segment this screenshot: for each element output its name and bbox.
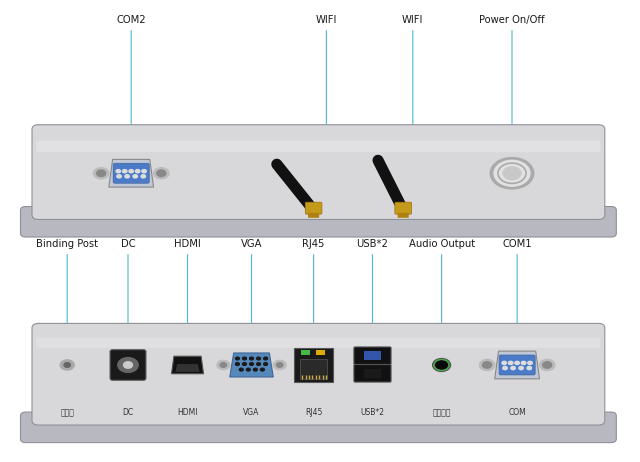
FancyBboxPatch shape xyxy=(36,338,600,348)
Circle shape xyxy=(519,366,524,370)
Circle shape xyxy=(250,363,253,365)
Text: VGA: VGA xyxy=(241,239,262,249)
Bar xyxy=(294,348,333,382)
Circle shape xyxy=(490,158,534,189)
Circle shape xyxy=(257,357,260,360)
Circle shape xyxy=(60,360,74,370)
Text: 接地柱: 接地柱 xyxy=(60,408,74,417)
Circle shape xyxy=(436,361,447,369)
FancyBboxPatch shape xyxy=(32,323,605,425)
FancyBboxPatch shape xyxy=(354,365,391,382)
Circle shape xyxy=(118,358,138,372)
Circle shape xyxy=(125,175,129,178)
FancyBboxPatch shape xyxy=(32,125,605,219)
Circle shape xyxy=(253,368,257,371)
Circle shape xyxy=(64,363,70,367)
Circle shape xyxy=(243,363,246,365)
Circle shape xyxy=(276,363,283,367)
Circle shape xyxy=(142,170,147,173)
Circle shape xyxy=(503,167,521,180)
Bar xyxy=(301,350,310,355)
Bar xyxy=(316,350,325,355)
Circle shape xyxy=(220,363,227,367)
FancyBboxPatch shape xyxy=(20,412,616,443)
FancyBboxPatch shape xyxy=(354,347,391,365)
Circle shape xyxy=(246,368,250,371)
Circle shape xyxy=(433,359,451,371)
Text: USB*2: USB*2 xyxy=(356,239,388,249)
Text: HDMI: HDMI xyxy=(177,408,198,417)
Circle shape xyxy=(260,368,264,371)
Text: RJ45: RJ45 xyxy=(305,408,323,417)
FancyBboxPatch shape xyxy=(20,207,616,237)
Bar xyxy=(300,359,327,379)
Circle shape xyxy=(154,168,169,179)
Polygon shape xyxy=(230,353,273,377)
FancyBboxPatch shape xyxy=(395,202,412,214)
Circle shape xyxy=(527,366,531,370)
Circle shape xyxy=(236,357,239,360)
Circle shape xyxy=(122,170,127,173)
Circle shape xyxy=(502,361,506,365)
Text: COM2: COM2 xyxy=(116,15,146,25)
Circle shape xyxy=(503,366,508,370)
Polygon shape xyxy=(175,364,200,372)
Circle shape xyxy=(116,170,120,173)
Text: DC: DC xyxy=(121,239,135,249)
FancyBboxPatch shape xyxy=(113,163,149,183)
Circle shape xyxy=(543,362,552,368)
Circle shape xyxy=(117,175,122,178)
Circle shape xyxy=(243,357,246,360)
FancyBboxPatch shape xyxy=(308,213,319,218)
Text: COM1: COM1 xyxy=(502,239,532,249)
Circle shape xyxy=(124,362,132,368)
Circle shape xyxy=(136,170,140,173)
FancyBboxPatch shape xyxy=(305,202,322,214)
Circle shape xyxy=(508,361,513,365)
Bar xyxy=(364,351,381,360)
FancyBboxPatch shape xyxy=(397,213,409,218)
Circle shape xyxy=(273,360,286,370)
Circle shape xyxy=(494,160,530,186)
Circle shape xyxy=(528,361,532,365)
Circle shape xyxy=(236,363,239,365)
Circle shape xyxy=(264,357,268,360)
Circle shape xyxy=(483,362,492,368)
Circle shape xyxy=(257,363,260,365)
Text: Audio Output: Audio Output xyxy=(408,239,475,249)
FancyBboxPatch shape xyxy=(110,350,146,380)
Circle shape xyxy=(250,357,253,360)
Text: WIFI: WIFI xyxy=(402,15,424,25)
Text: RJ45: RJ45 xyxy=(303,239,324,249)
Text: DC: DC xyxy=(122,408,134,417)
Circle shape xyxy=(511,366,515,370)
Circle shape xyxy=(239,368,243,371)
Circle shape xyxy=(133,175,138,178)
Text: WIFI: WIFI xyxy=(316,15,337,25)
Circle shape xyxy=(522,361,526,365)
Text: USB*2: USB*2 xyxy=(360,408,385,417)
Circle shape xyxy=(217,360,230,370)
Polygon shape xyxy=(172,356,204,374)
Circle shape xyxy=(515,361,520,365)
Circle shape xyxy=(157,170,166,176)
Text: COM: COM xyxy=(508,408,526,417)
Text: 音频输出: 音频输出 xyxy=(433,408,451,417)
Circle shape xyxy=(264,363,268,365)
FancyBboxPatch shape xyxy=(499,355,535,375)
Text: Power On/Off: Power On/Off xyxy=(479,15,545,25)
FancyBboxPatch shape xyxy=(36,141,600,152)
Circle shape xyxy=(129,170,134,173)
Circle shape xyxy=(141,175,145,178)
Circle shape xyxy=(93,168,109,179)
Bar xyxy=(364,369,381,378)
Text: VGA: VGA xyxy=(243,408,260,417)
Text: Binding Post: Binding Post xyxy=(36,239,98,249)
Circle shape xyxy=(540,359,555,371)
Polygon shape xyxy=(109,159,154,187)
Circle shape xyxy=(97,170,106,176)
Polygon shape xyxy=(495,351,540,379)
Circle shape xyxy=(479,359,495,371)
Text: HDMI: HDMI xyxy=(174,239,201,249)
